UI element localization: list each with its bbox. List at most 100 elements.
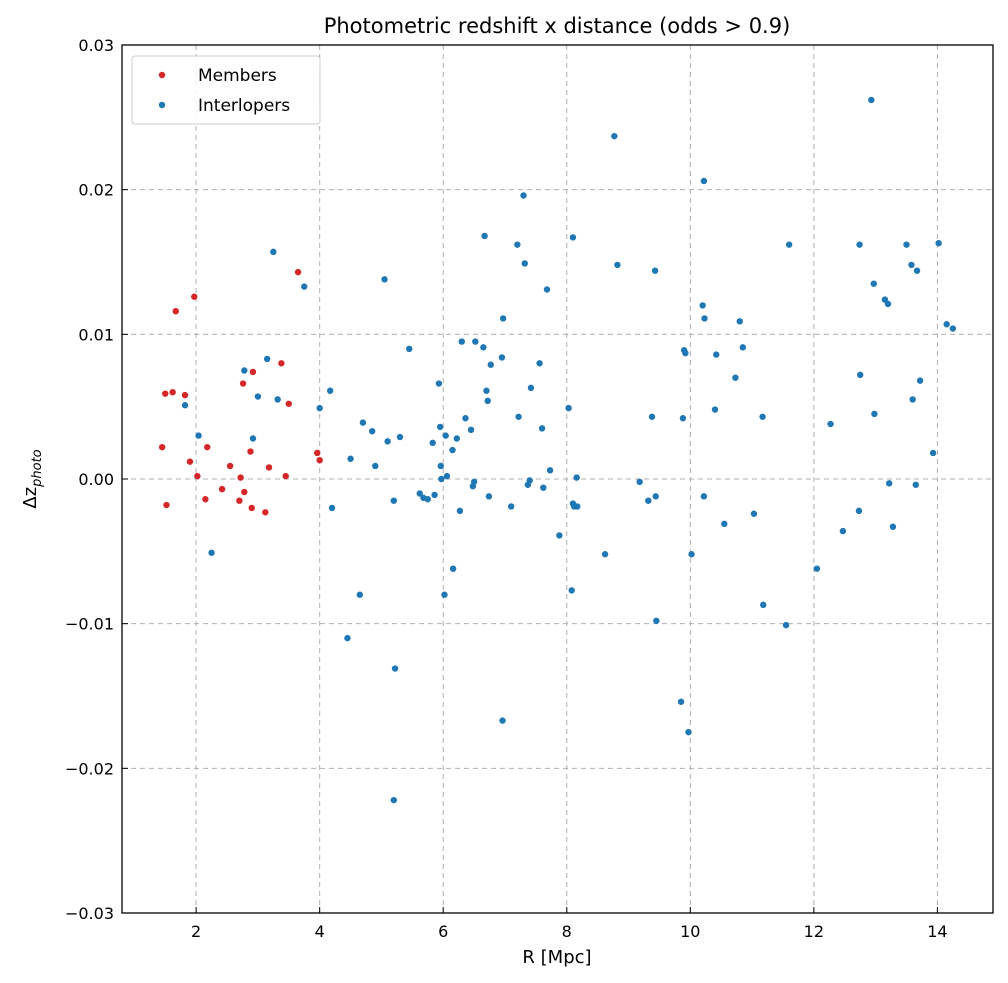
point-interlopers [521, 260, 528, 267]
point-interlopers [568, 587, 575, 594]
point-interlopers [520, 192, 527, 199]
point-interlopers [543, 286, 551, 293]
point-members [314, 449, 321, 457]
point-interlopers [254, 393, 262, 400]
y-tick-label: −0.03 [65, 904, 114, 923]
point-members [226, 462, 234, 470]
point-interlopers [685, 728, 692, 736]
point-interlopers [483, 387, 490, 394]
x-tick-label: 10 [680, 922, 700, 941]
point-interlopers [813, 565, 821, 572]
point-members [172, 307, 179, 315]
point-interlopers [514, 241, 521, 248]
point-interlopers [241, 367, 248, 374]
point-interlopers [750, 510, 758, 517]
point-members [181, 391, 189, 399]
point-interlopers [538, 425, 546, 432]
point-interlopers [195, 432, 202, 439]
grid-lines [122, 45, 993, 913]
point-interlopers [688, 551, 695, 558]
point-members [278, 360, 285, 367]
point-interlopers [856, 371, 864, 379]
point-interlopers [328, 504, 336, 512]
legend-marker-members [158, 71, 166, 79]
point-interlopers [569, 234, 577, 241]
point-interlopers [390, 497, 398, 504]
point-interlopers [359, 419, 367, 426]
point-interlopers [526, 477, 533, 484]
point-interlopers [889, 523, 897, 530]
point-interlopers [739, 344, 747, 351]
point-members [202, 496, 209, 503]
chart-title: Photometric redshift x distance (odds > … [324, 14, 791, 38]
point-interlopers [653, 617, 660, 624]
legend-marker-interlopers [158, 101, 166, 109]
x-tick-label: 6 [438, 922, 448, 941]
point-interlopers [443, 472, 451, 480]
point-interlopers [372, 462, 379, 470]
point-interlopers [916, 377, 924, 384]
data-points [158, 96, 957, 804]
point-members [162, 390, 169, 397]
point-interlopers [356, 591, 364, 598]
point-interlopers [470, 478, 478, 486]
point-interlopers [368, 428, 376, 435]
point-interlopers [326, 387, 334, 394]
x-tick-label: 2 [191, 922, 201, 941]
point-interlopers [701, 315, 708, 322]
point-interlopers [856, 241, 863, 248]
point-interlopers [929, 449, 937, 457]
point-members [218, 485, 226, 493]
point-interlopers [574, 503, 581, 510]
point-interlopers [406, 345, 413, 352]
point-interlopers [913, 267, 921, 274]
point-interlopers [499, 717, 506, 724]
point-interlopers [909, 396, 916, 403]
point-members [282, 472, 289, 480]
point-members [262, 509, 269, 516]
point-interlopers [573, 474, 580, 481]
y-tick-label: 0.01 [78, 325, 114, 344]
point-members [236, 497, 243, 504]
point-interlopers [316, 404, 323, 412]
point-interlopers [536, 360, 543, 367]
point-interlopers [263, 355, 271, 363]
y-axis-label-main: Δz [20, 487, 41, 509]
x-tick-label: 4 [315, 922, 325, 941]
point-members [163, 501, 170, 509]
point-interlopers [870, 280, 877, 287]
point-interlopers [652, 493, 659, 500]
legend-box [131, 55, 321, 125]
point-interlopers [441, 591, 448, 598]
y-tick-label: −0.01 [65, 615, 114, 634]
point-interlopers [935, 239, 942, 247]
point-interlopers [636, 478, 643, 486]
point-members [237, 474, 244, 481]
point-interlopers [645, 497, 652, 504]
point-members [186, 458, 194, 465]
point-members [194, 472, 201, 480]
point-interlopers [884, 300, 892, 308]
point-interlopers [416, 490, 423, 497]
point-interlopers [760, 601, 767, 609]
point-interlopers [540, 484, 547, 491]
point-interlopers [485, 493, 493, 500]
point-interlopers [759, 413, 766, 420]
point-members [241, 488, 248, 496]
point-interlopers [713, 351, 720, 358]
point-interlopers [699, 302, 706, 309]
point-interlopers [648, 413, 656, 420]
point-interlopers [456, 507, 464, 515]
point-interlopers [546, 467, 554, 474]
point-interlopers [274, 396, 281, 403]
x-tick-label: 14 [927, 922, 947, 941]
point-interlopers [527, 384, 535, 392]
point-interlopers [711, 406, 719, 413]
point-members [158, 443, 166, 451]
point-interlopers [396, 433, 404, 441]
point-interlopers [886, 480, 893, 487]
y-tick-label: 0.00 [78, 470, 114, 489]
point-interlopers [384, 438, 391, 445]
point-interlopers [682, 349, 689, 357]
point-interlopers [472, 338, 479, 345]
